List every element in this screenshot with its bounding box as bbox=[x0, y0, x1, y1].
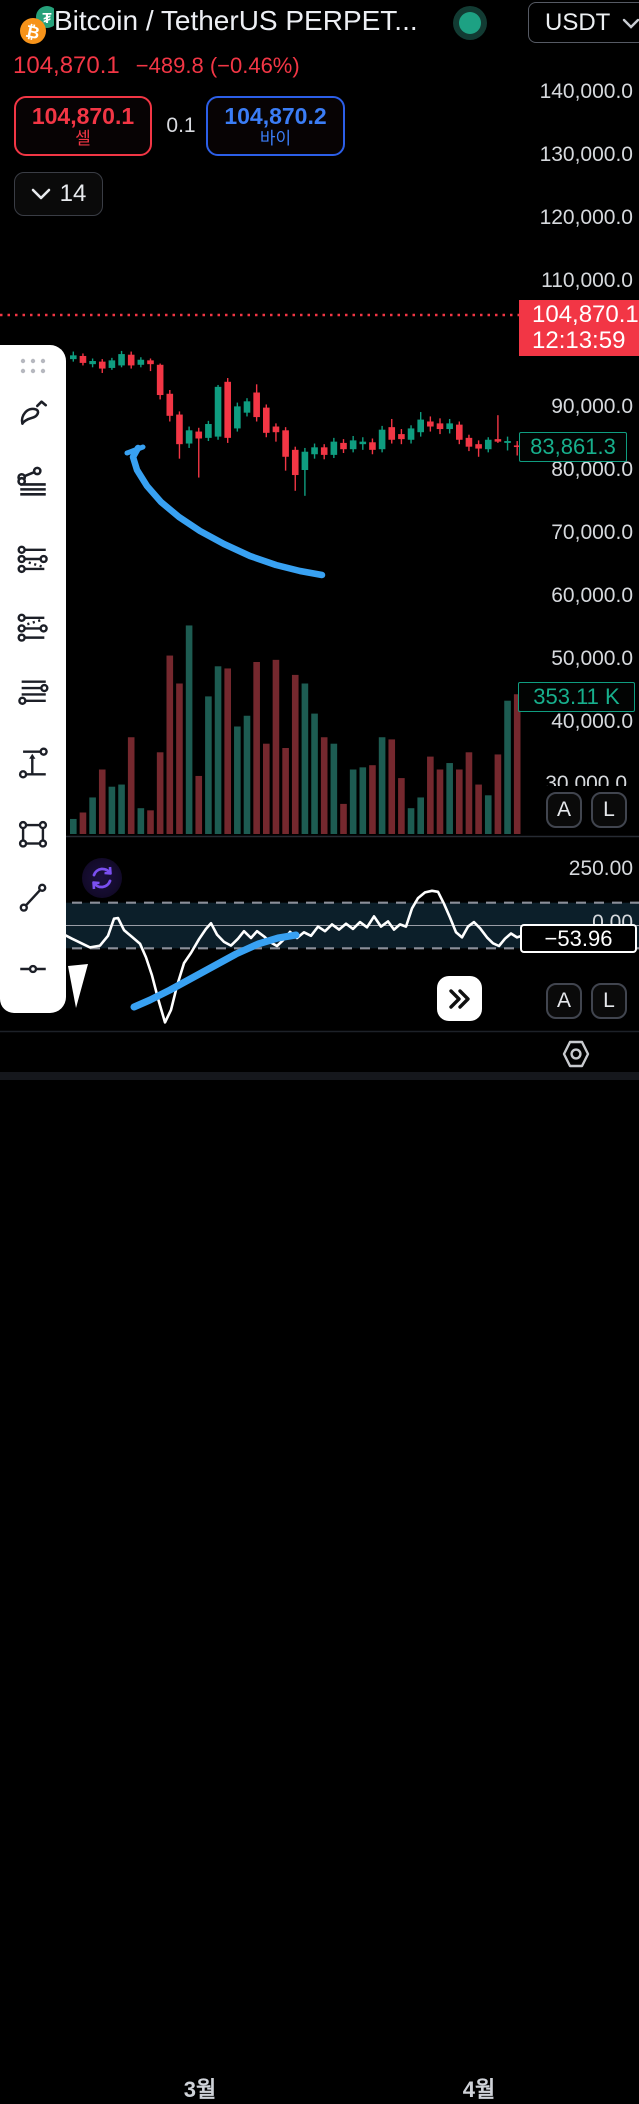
timeframe-value: 14 bbox=[59, 180, 87, 207]
log-scale-button-indicator[interactable]: L bbox=[591, 983, 627, 1019]
polyline-tool-icon[interactable] bbox=[15, 465, 51, 501]
rectangle-tool-icon[interactable] bbox=[15, 813, 51, 857]
bitcoin-logo-icon bbox=[20, 18, 46, 44]
sell-price: 104,870.1 bbox=[31, 103, 135, 129]
bottom-strip bbox=[0, 1072, 639, 1080]
trend-based-fib-extension-tool-icon[interactable] bbox=[15, 741, 51, 785]
double-chevron-right-icon bbox=[448, 988, 470, 1009]
oscillator-value-label: −53.96 bbox=[520, 924, 637, 953]
horizontal-line-tool-icon[interactable] bbox=[15, 951, 51, 987]
indicator-tick-250: 250.00 bbox=[568, 857, 633, 880]
volume-value-label: 353.11 K bbox=[518, 682, 635, 712]
trend-line-tool-icon[interactable] bbox=[15, 879, 51, 915]
time-tick: 4월 bbox=[462, 2077, 496, 2102]
chevron-down-icon bbox=[31, 188, 50, 199]
price-tick: 30,000.0 bbox=[545, 772, 627, 786]
price-change: −489.8 (−0.46%) bbox=[135, 53, 300, 78]
close-price-label: 83,861.3 bbox=[519, 432, 627, 462]
symbol-logo: ₮ ₿ bbox=[8, 2, 58, 46]
last-trade-price-label: 104,870.1 12:13:59 bbox=[519, 300, 639, 356]
pitchfork-tool-icon[interactable] bbox=[15, 541, 51, 577]
price-axis-clipped-tick: 30,000.0 bbox=[500, 772, 639, 786]
gear-icon bbox=[562, 1040, 590, 1068]
chart-settings-button[interactable] bbox=[556, 1036, 596, 1072]
sell-button[interactable]: 104,870.1 셀 bbox=[14, 96, 152, 156]
schiff-pitchfork-tool-icon[interactable] bbox=[15, 609, 51, 645]
sell-label: 셀 bbox=[75, 129, 91, 148]
auto-scale-button-main[interactable]: A bbox=[546, 792, 582, 828]
brush-stroke-main bbox=[129, 444, 326, 579]
bar-countdown: 12:13:59 bbox=[532, 327, 626, 354]
log-scale-button-main[interactable]: L bbox=[591, 792, 627, 828]
svg-text:₿: ₿ bbox=[24, 22, 42, 43]
buy-label: 바이 bbox=[259, 129, 292, 148]
svg-text:₮: ₮ bbox=[42, 10, 51, 27]
market-status-icon bbox=[453, 6, 487, 40]
time-tick: 3월 bbox=[183, 2077, 217, 2102]
time-axis[interactable]: 3월 4월 bbox=[0, 1032, 639, 2102]
timeframe-selector[interactable]: 14 bbox=[14, 172, 103, 216]
collapse-panel-button[interactable] bbox=[437, 976, 482, 1021]
chevron-down-icon bbox=[622, 18, 639, 29]
buy-price: 104,870.2 bbox=[224, 103, 327, 129]
quote-currency-label: USDT bbox=[545, 8, 611, 36]
refresh-icon bbox=[92, 866, 112, 890]
brush-tool-icon[interactable] bbox=[15, 395, 51, 431]
buy-button[interactable]: 104,870.2 바이 bbox=[206, 96, 345, 156]
spread-value: 0.1 bbox=[166, 114, 196, 137]
fib-retracement-tool-icon[interactable] bbox=[15, 675, 51, 711]
quote-row: 104,870.1 −489.8 (−0.46%) bbox=[13, 52, 300, 80]
indicator-refresh-button[interactable] bbox=[82, 858, 122, 898]
toolbar-corner-wedge bbox=[68, 964, 88, 1008]
symbol-title[interactable]: Bitcoin / TetherUS PERPET... bbox=[54, 5, 418, 36]
last-price: 104,870.1 bbox=[13, 52, 120, 79]
auto-scale-button-indicator[interactable]: A bbox=[546, 983, 582, 1019]
drawing-toolbar[interactable] bbox=[0, 345, 66, 1013]
brush-flick-main bbox=[124, 444, 146, 456]
quote-currency-selector[interactable]: USDT bbox=[528, 2, 639, 43]
brush-stroke-oscillator bbox=[130, 931, 300, 1011]
toolbar-drag-handle-icon[interactable] bbox=[15, 353, 51, 379]
